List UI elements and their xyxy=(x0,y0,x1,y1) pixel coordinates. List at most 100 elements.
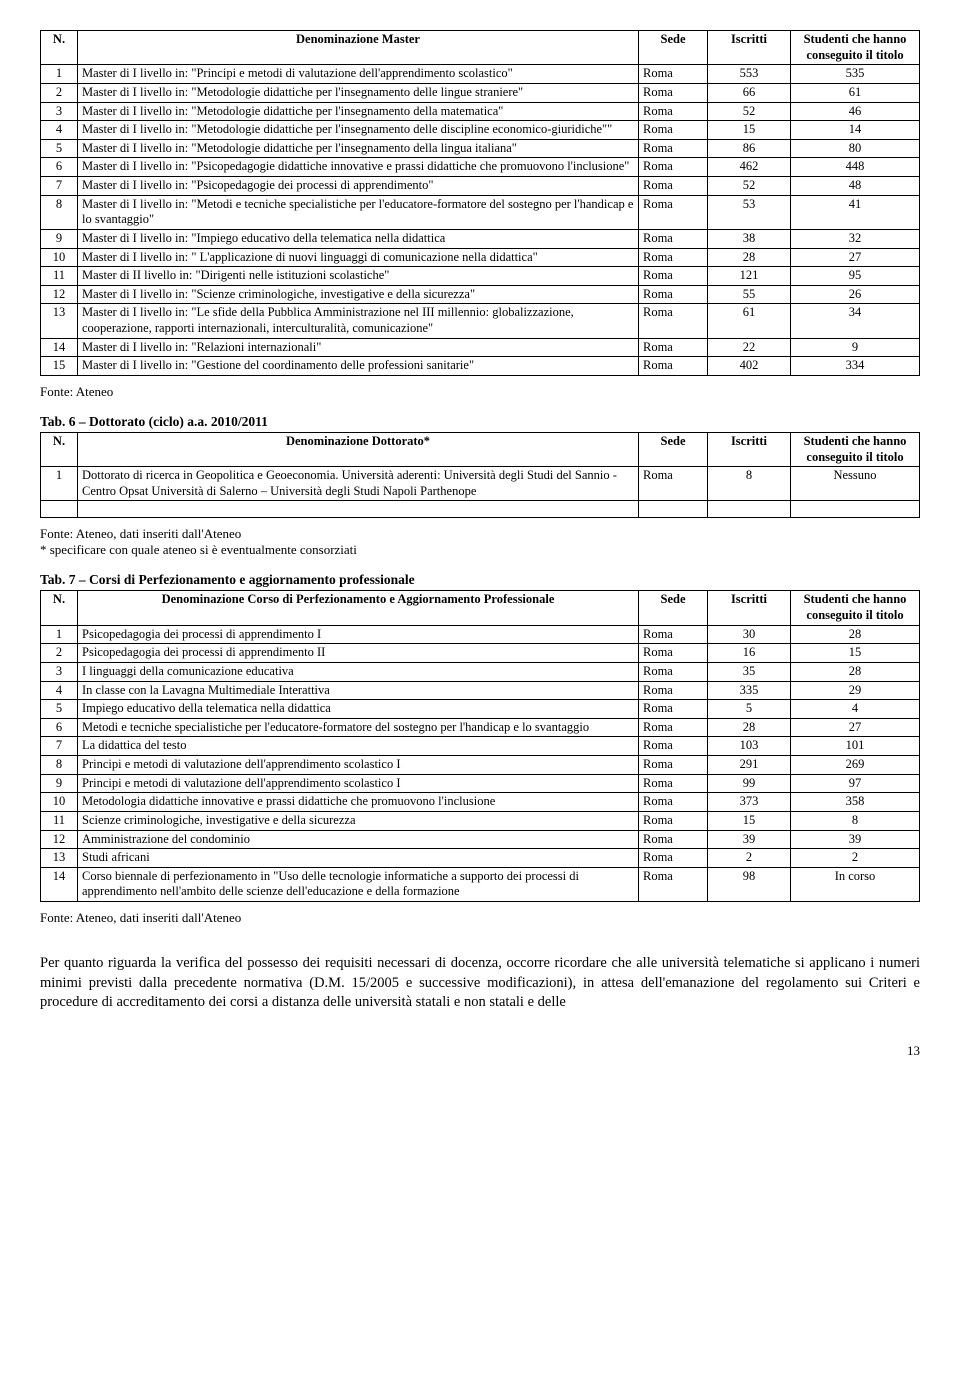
cell-iscr: 28 xyxy=(708,718,791,737)
cell-iscr: 53 xyxy=(708,195,791,229)
cell-denom: Studi africani xyxy=(78,849,639,868)
cell-iscr: 52 xyxy=(708,102,791,121)
cell-n: 8 xyxy=(41,756,78,775)
dottorato-table: N. Denominazione Dottorato* Sede Iscritt… xyxy=(40,432,920,519)
cell-n: 4 xyxy=(41,121,78,140)
cell-cons: 97 xyxy=(791,774,920,793)
cell-n: 11 xyxy=(41,267,78,286)
cell-denom: Master di I livello in: "Metodologie did… xyxy=(78,121,639,140)
cell-sede: Roma xyxy=(639,867,708,901)
cell-denom: Master di I livello in: "Metodologie did… xyxy=(78,139,639,158)
cell-iscr: 52 xyxy=(708,177,791,196)
cell-cons: 8 xyxy=(791,811,920,830)
cell-sede: Roma xyxy=(639,756,708,775)
table-row: 1Psicopedagogia dei processi di apprendi… xyxy=(41,625,920,644)
cell-n: 3 xyxy=(41,662,78,681)
table-row: 14Master di I livello in: "Relazioni int… xyxy=(41,338,920,357)
cell-iscr: 28 xyxy=(708,248,791,267)
cell-n: 6 xyxy=(41,158,78,177)
cell-empty xyxy=(41,501,78,518)
cell-iscr: 38 xyxy=(708,229,791,248)
cell-denom: Psicopedagogia dei processi di apprendim… xyxy=(78,644,639,663)
cell-denom: La didattica del testo xyxy=(78,737,639,756)
cell-iscr: 99 xyxy=(708,774,791,793)
table-row: 13Master di I livello in: "Le sfide dell… xyxy=(41,304,920,338)
cell-cons: In corso xyxy=(791,867,920,901)
master-table: N. Denominazione Master Sede Iscritti St… xyxy=(40,30,920,376)
table-row: 3Master di I livello in: "Metodologie di… xyxy=(41,102,920,121)
table-row: 4Master di I livello in: "Metodologie di… xyxy=(41,121,920,140)
cell-denom: Master di I livello in: "Metodologie did… xyxy=(78,83,639,102)
cell-sede: Roma xyxy=(639,774,708,793)
table-row: 6Metodi e tecniche specialistiche per l'… xyxy=(41,718,920,737)
cell-iscr: 61 xyxy=(708,304,791,338)
cell-sede: Roma xyxy=(639,811,708,830)
cell-denom: Master di I livello in: "Relazioni inter… xyxy=(78,338,639,357)
cell-iscr: 30 xyxy=(708,625,791,644)
cell-sede: Roma xyxy=(639,644,708,663)
table-row: 15Master di I livello in: "Gestione del … xyxy=(41,357,920,376)
table-row: 14Corso biennale di perfezionamento in "… xyxy=(41,867,920,901)
cell-n: 7 xyxy=(41,177,78,196)
cell-denom: Master di I livello in: "Gestione del co… xyxy=(78,357,639,376)
table-header-row: N. Denominazione Corso di Perfezionament… xyxy=(41,591,920,625)
table-row: 9Master di I livello in: "Impiego educat… xyxy=(41,229,920,248)
cell-cons: 61 xyxy=(791,83,920,102)
cell-iscr: 553 xyxy=(708,65,791,84)
table-row: 12Master di I livello in: "Scienze crimi… xyxy=(41,285,920,304)
cell-n: 13 xyxy=(41,849,78,868)
cell-iscr: 66 xyxy=(708,83,791,102)
cell-denom: Master di I livello in: "Psicopedagogie … xyxy=(78,158,639,177)
table-row: 1Master di I livello in: "Principi e met… xyxy=(41,65,920,84)
cell-n: 8 xyxy=(41,195,78,229)
cell-denom: Principi e metodi di valutazione dell'ap… xyxy=(78,756,639,775)
cell-cons: 26 xyxy=(791,285,920,304)
table-row: 12Amministrazione del condominioRoma3939 xyxy=(41,830,920,849)
col-cons: Studenti che hanno conseguito il titolo xyxy=(791,31,920,65)
table-row: 2Psicopedagogia dei processi di apprendi… xyxy=(41,644,920,663)
cell-n: 1 xyxy=(41,65,78,84)
col-denom: Denominazione Corso di Perfezionamento e… xyxy=(78,591,639,625)
cell-cons: 101 xyxy=(791,737,920,756)
cell-n: 13 xyxy=(41,304,78,338)
cell-iscr: 2 xyxy=(708,849,791,868)
cell-iscr: 103 xyxy=(708,737,791,756)
cell-denom: In classe con la Lavagna Multimediale In… xyxy=(78,681,639,700)
table-row: 9Principi e metodi di valutazione dell'a… xyxy=(41,774,920,793)
cell-n: 9 xyxy=(41,229,78,248)
cell-sede: Roma xyxy=(639,662,708,681)
cell-cons: 28 xyxy=(791,625,920,644)
table-row: 2Master di I livello in: "Metodologie di… xyxy=(41,83,920,102)
cell-cons: 334 xyxy=(791,357,920,376)
cell-iscr: 8 xyxy=(708,467,791,501)
cell-sede: Roma xyxy=(639,681,708,700)
cell-n: 12 xyxy=(41,285,78,304)
cell-iscr: 15 xyxy=(708,811,791,830)
col-sede: Sede xyxy=(639,31,708,65)
cell-sede: Roma xyxy=(639,467,708,501)
col-sede: Sede xyxy=(639,432,708,466)
cell-n: 7 xyxy=(41,737,78,756)
cell-denom: Principi e metodi di valutazione dell'ap… xyxy=(78,774,639,793)
table-row: 1Dottorato di ricerca in Geopolitica e G… xyxy=(41,467,920,501)
table-row: 7La didattica del testoRoma103101 xyxy=(41,737,920,756)
tab7-source: Fonte: Ateneo, dati inseriti dall'Ateneo xyxy=(40,910,920,926)
cell-n: 1 xyxy=(41,467,78,501)
cell-cons: 27 xyxy=(791,718,920,737)
body-paragraph: Per quanto riguarda la verifica del poss… xyxy=(40,954,920,1013)
table-row: 8Principi e metodi di valutazione dell'a… xyxy=(41,756,920,775)
cell-n: 10 xyxy=(41,248,78,267)
col-n: N. xyxy=(41,432,78,466)
cell-denom: Metodologia didattiche innovative e pras… xyxy=(78,793,639,812)
table-row: 8Master di I livello in: "Metodi e tecni… xyxy=(41,195,920,229)
cell-sede: Roma xyxy=(639,177,708,196)
cell-iscr: 35 xyxy=(708,662,791,681)
perfezionamento-table: N. Denominazione Corso di Perfezionament… xyxy=(40,590,920,902)
cell-cons: 448 xyxy=(791,158,920,177)
cell-cons: 2 xyxy=(791,849,920,868)
cell-n: 5 xyxy=(41,700,78,719)
table-row: 6Master di I livello in: "Psicopedagogie… xyxy=(41,158,920,177)
table-row: 11Master di II livello in: "Dirigenti ne… xyxy=(41,267,920,286)
cell-sede: Roma xyxy=(639,700,708,719)
cell-cons: 34 xyxy=(791,304,920,338)
